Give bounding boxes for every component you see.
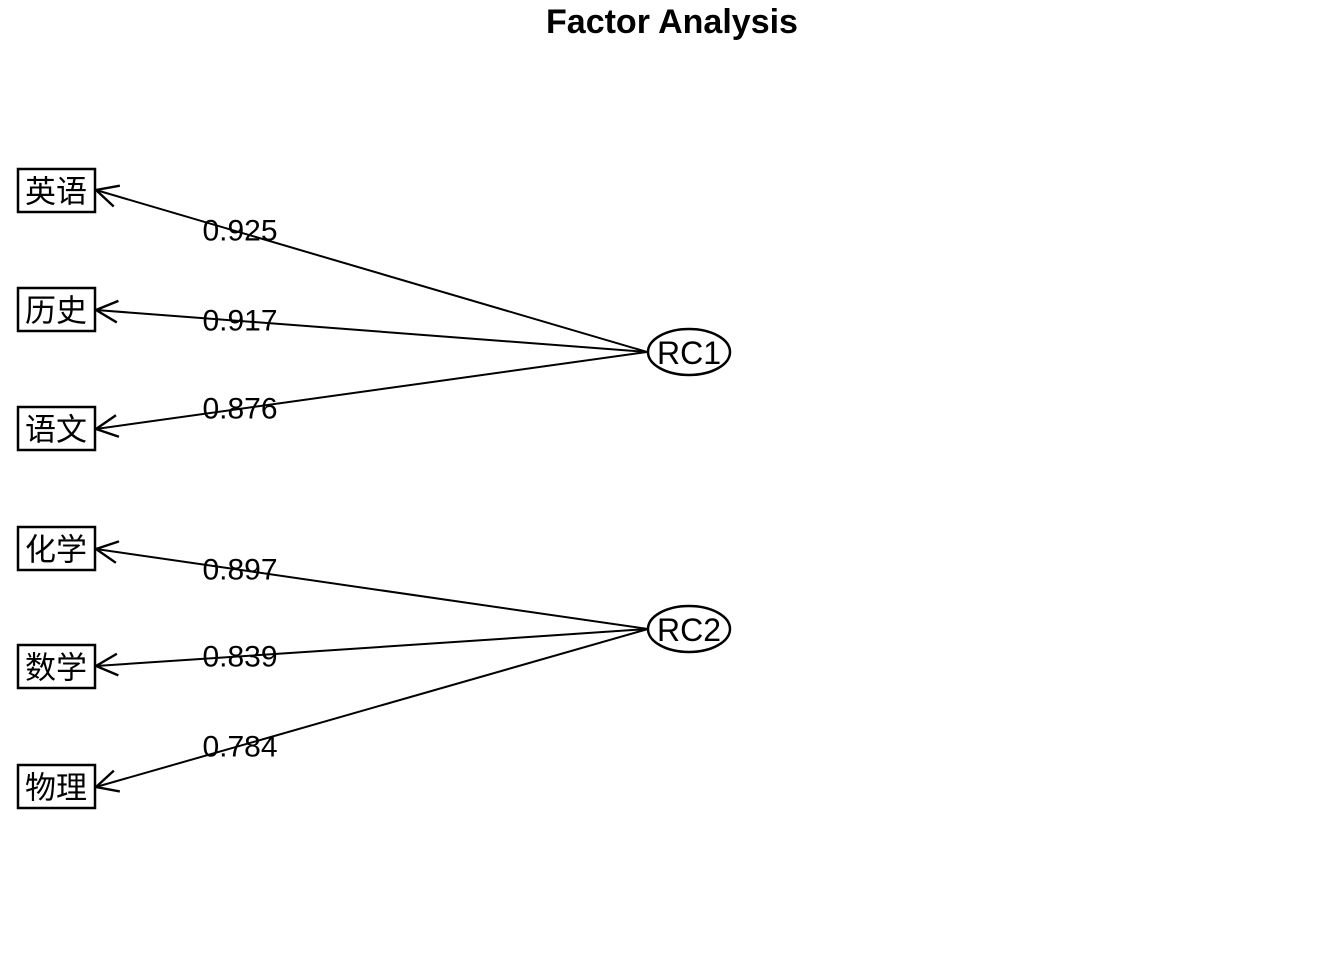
factor-ellipse-rc1 (646, 327, 732, 377)
variable-box (16, 167, 97, 214)
page-title: Factor Analysis (546, 3, 798, 41)
variable-label: 英语 (25, 175, 87, 210)
variable-box (16, 763, 97, 810)
loading-label: 0.925 (202, 215, 277, 248)
variable-boxes (16, 167, 97, 810)
variable-label: 语文 (25, 413, 87, 448)
edge-rc1-var1 (96, 190, 648, 353)
factor-ellipse-rc2 (646, 604, 732, 654)
edge-rc2-var2 (96, 628, 649, 666)
edge-rc1-var3 (96, 351, 648, 429)
factor-label: RC2 (657, 612, 721, 648)
loading-label: 0.876 (202, 393, 277, 426)
loading-label: 0.917 (202, 305, 277, 338)
variable-box (16, 643, 97, 690)
loading-label: 0.784 (202, 731, 277, 764)
edge-rc2-var3 (96, 628, 649, 787)
edges (96, 190, 649, 787)
variable-labels: 英语 历史 语文 化学 数学 物理 (25, 175, 87, 806)
variable-box (16, 525, 97, 572)
loading-label: 0.897 (202, 554, 277, 587)
variable-label: 历史 (25, 294, 87, 329)
variable-label: 数学 (25, 651, 87, 686)
loading-label: 0.839 (202, 641, 277, 674)
variable-box (16, 286, 97, 333)
edge-rc1-var2 (96, 310, 648, 353)
variable-label: 化学 (25, 533, 87, 568)
variable-label: 物理 (25, 771, 87, 806)
edge-rc2-var1 (96, 549, 649, 630)
variable-box (16, 405, 97, 452)
loading-labels: 0.925 0.917 0.876 0.897 0.839 0.784 (202, 215, 277, 764)
factor-label: RC1 (657, 335, 721, 371)
